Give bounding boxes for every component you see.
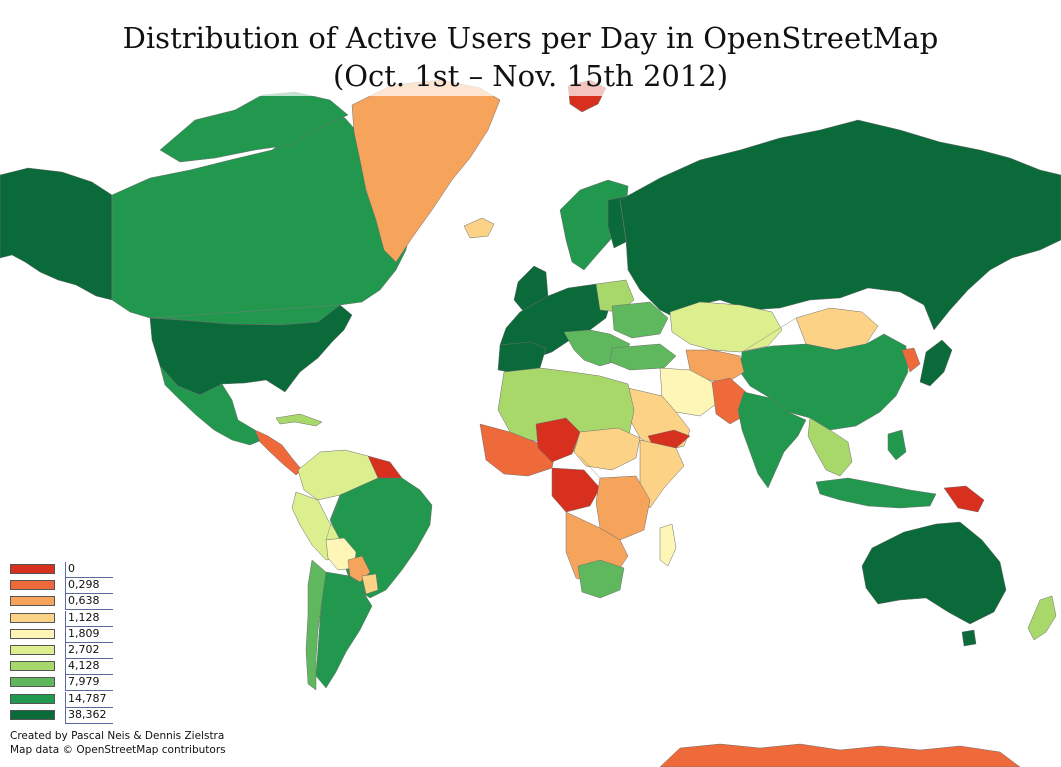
country-indonesia <box>815 477 937 509</box>
legend-swatch <box>10 693 55 704</box>
legend-swatch <box>10 612 55 623</box>
legend-item: 4,128 <box>10 659 114 676</box>
legend-swatch <box>10 596 55 607</box>
country-uruguay <box>361 573 379 595</box>
country-madagascar <box>659 523 677 567</box>
country-ukraine <box>611 301 669 339</box>
country-japan <box>919 339 953 387</box>
country-alaska <box>0 167 113 301</box>
country-mongolia <box>795 307 879 351</box>
legend-item: 0,298 <box>10 578 114 595</box>
legend-swatch <box>10 661 55 672</box>
country-canada-arctic-islands <box>159 91 349 163</box>
legend-label: 0,298 <box>68 578 100 592</box>
credit-map-data: Map data © OpenStreetMap contributors <box>10 744 226 756</box>
credit-authors: Created by Pascal Neis & Dennis Zielstra <box>10 730 225 742</box>
country-papua <box>943 485 985 513</box>
legend-item: 2,702 <box>10 642 114 659</box>
region-antarctica <box>659 743 1021 767</box>
land-masses <box>0 79 1061 767</box>
legend-label: 4,128 <box>68 659 100 673</box>
country-australia <box>861 521 1007 625</box>
map-subtitle: (Oct. 1st – Nov. 15th 2012) <box>332 59 729 93</box>
country-turkey <box>609 343 677 371</box>
country-argentina <box>315 571 373 689</box>
internal-borders <box>111 195 797 541</box>
legend-swatch <box>10 564 55 574</box>
legend-label: 38,362 <box>68 707 107 721</box>
legend-label: 14,787 <box>68 691 107 705</box>
country-korea <box>901 347 921 373</box>
country-central-africa <box>551 467 601 513</box>
legend-label: 0 <box>68 562 75 575</box>
legend: 0 0,298 0,638 1,128 1,809 2,702 4,128 7,… <box>10 562 114 724</box>
country-tasmania <box>961 629 977 647</box>
country-kazakhstan <box>669 301 783 353</box>
legend-item: 1,809 <box>10 626 114 643</box>
country-nigeria-niger <box>535 417 581 463</box>
country-sudan-chad <box>573 427 641 471</box>
legend-item: 14,787 <box>10 691 114 708</box>
country-iceland <box>463 217 495 239</box>
title-band <box>0 0 1061 96</box>
country-southeast-asia <box>807 417 853 477</box>
legend-item: 0,638 <box>10 594 114 611</box>
country-east-africa <box>595 475 651 541</box>
legend-label: 2,702 <box>68 642 100 656</box>
legend-swatch <box>10 677 55 688</box>
country-russia <box>619 119 1061 331</box>
country-central-america <box>254 429 303 476</box>
legend-swatch <box>10 628 55 639</box>
legend-label: 1,128 <box>68 610 100 624</box>
country-india <box>737 391 807 489</box>
country-philippines <box>887 429 907 461</box>
legend-item: 38,362 <box>10 707 114 724</box>
country-new-zealand <box>1027 595 1057 641</box>
legend-label: 7,979 <box>68 675 100 689</box>
legend-item: 1,128 <box>10 610 114 627</box>
legend-swatch <box>10 644 55 655</box>
country-china <box>739 333 909 431</box>
country-chile <box>305 559 327 691</box>
legend-item: 7,979 <box>10 675 114 692</box>
legend-label: 1,809 <box>68 626 100 640</box>
legend-item: 0 <box>10 562 114 578</box>
legend-swatch <box>10 580 55 591</box>
country-cuba <box>275 413 323 427</box>
map-title: Distribution of Active Users per Day in … <box>122 21 939 55</box>
country-south-africa <box>577 559 625 599</box>
legend-label: 0,638 <box>68 594 100 608</box>
legend-swatch <box>10 709 55 720</box>
